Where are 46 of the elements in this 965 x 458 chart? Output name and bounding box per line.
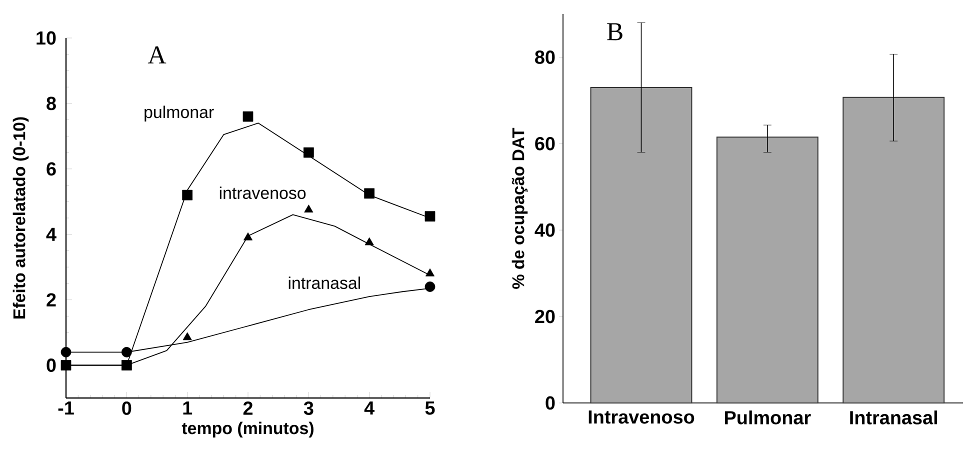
point <box>182 332 192 340</box>
x-tick-label: Intranasal <box>850 410 937 424</box>
x-tick-label: 4 <box>364 402 374 415</box>
point <box>243 232 253 240</box>
point <box>364 237 374 246</box>
y-tick-label: 6 <box>46 162 56 176</box>
x-tick-label: 3 <box>304 402 314 415</box>
annotation: pulmonar <box>144 106 214 122</box>
point <box>182 190 193 200</box>
point <box>425 268 435 276</box>
bar <box>842 96 945 404</box>
x-tick-label: 2 <box>243 402 253 415</box>
chart-title: A <box>148 46 166 64</box>
y-tick-label: 60 <box>535 136 555 150</box>
point <box>121 346 132 358</box>
y-tick-label: 4 <box>46 228 56 241</box>
annotation: intravenoso <box>220 186 306 200</box>
point <box>424 282 436 292</box>
x-tick-label: -1 <box>58 402 74 415</box>
point <box>364 188 375 199</box>
y-tick-label: 10 <box>36 31 56 45</box>
x-tick-label: 1 <box>183 402 192 415</box>
point <box>60 346 72 358</box>
y-tick-label: 40 <box>534 223 555 237</box>
point <box>424 211 436 222</box>
bar <box>716 136 818 404</box>
x-tick-label: Pulmonar <box>725 410 811 424</box>
y-tick-label: 20 <box>535 310 555 324</box>
point <box>242 111 254 122</box>
point <box>60 360 72 370</box>
y-tick-label: 0 <box>46 358 56 372</box>
x-axis-title: tempo (minutos) <box>182 422 314 438</box>
bar <box>590 86 692 404</box>
y-axis-title: % de ocupação DAT <box>512 128 528 289</box>
y-tick-label: 80 <box>535 50 555 64</box>
y-tick-label: 2 <box>46 293 56 306</box>
annotation: intranasal <box>288 276 360 290</box>
x-tick-label: 0 <box>122 402 132 415</box>
point <box>304 204 314 212</box>
x-tick-label: 5 <box>425 402 435 415</box>
y-tick-label: 8 <box>46 96 56 110</box>
x-tick-label: Intravenoso <box>588 410 694 424</box>
point <box>303 147 314 158</box>
chart-title: B <box>607 23 622 40</box>
y-axis-title: Efeito autorelatado (0-10) <box>12 117 29 318</box>
point <box>121 360 132 370</box>
